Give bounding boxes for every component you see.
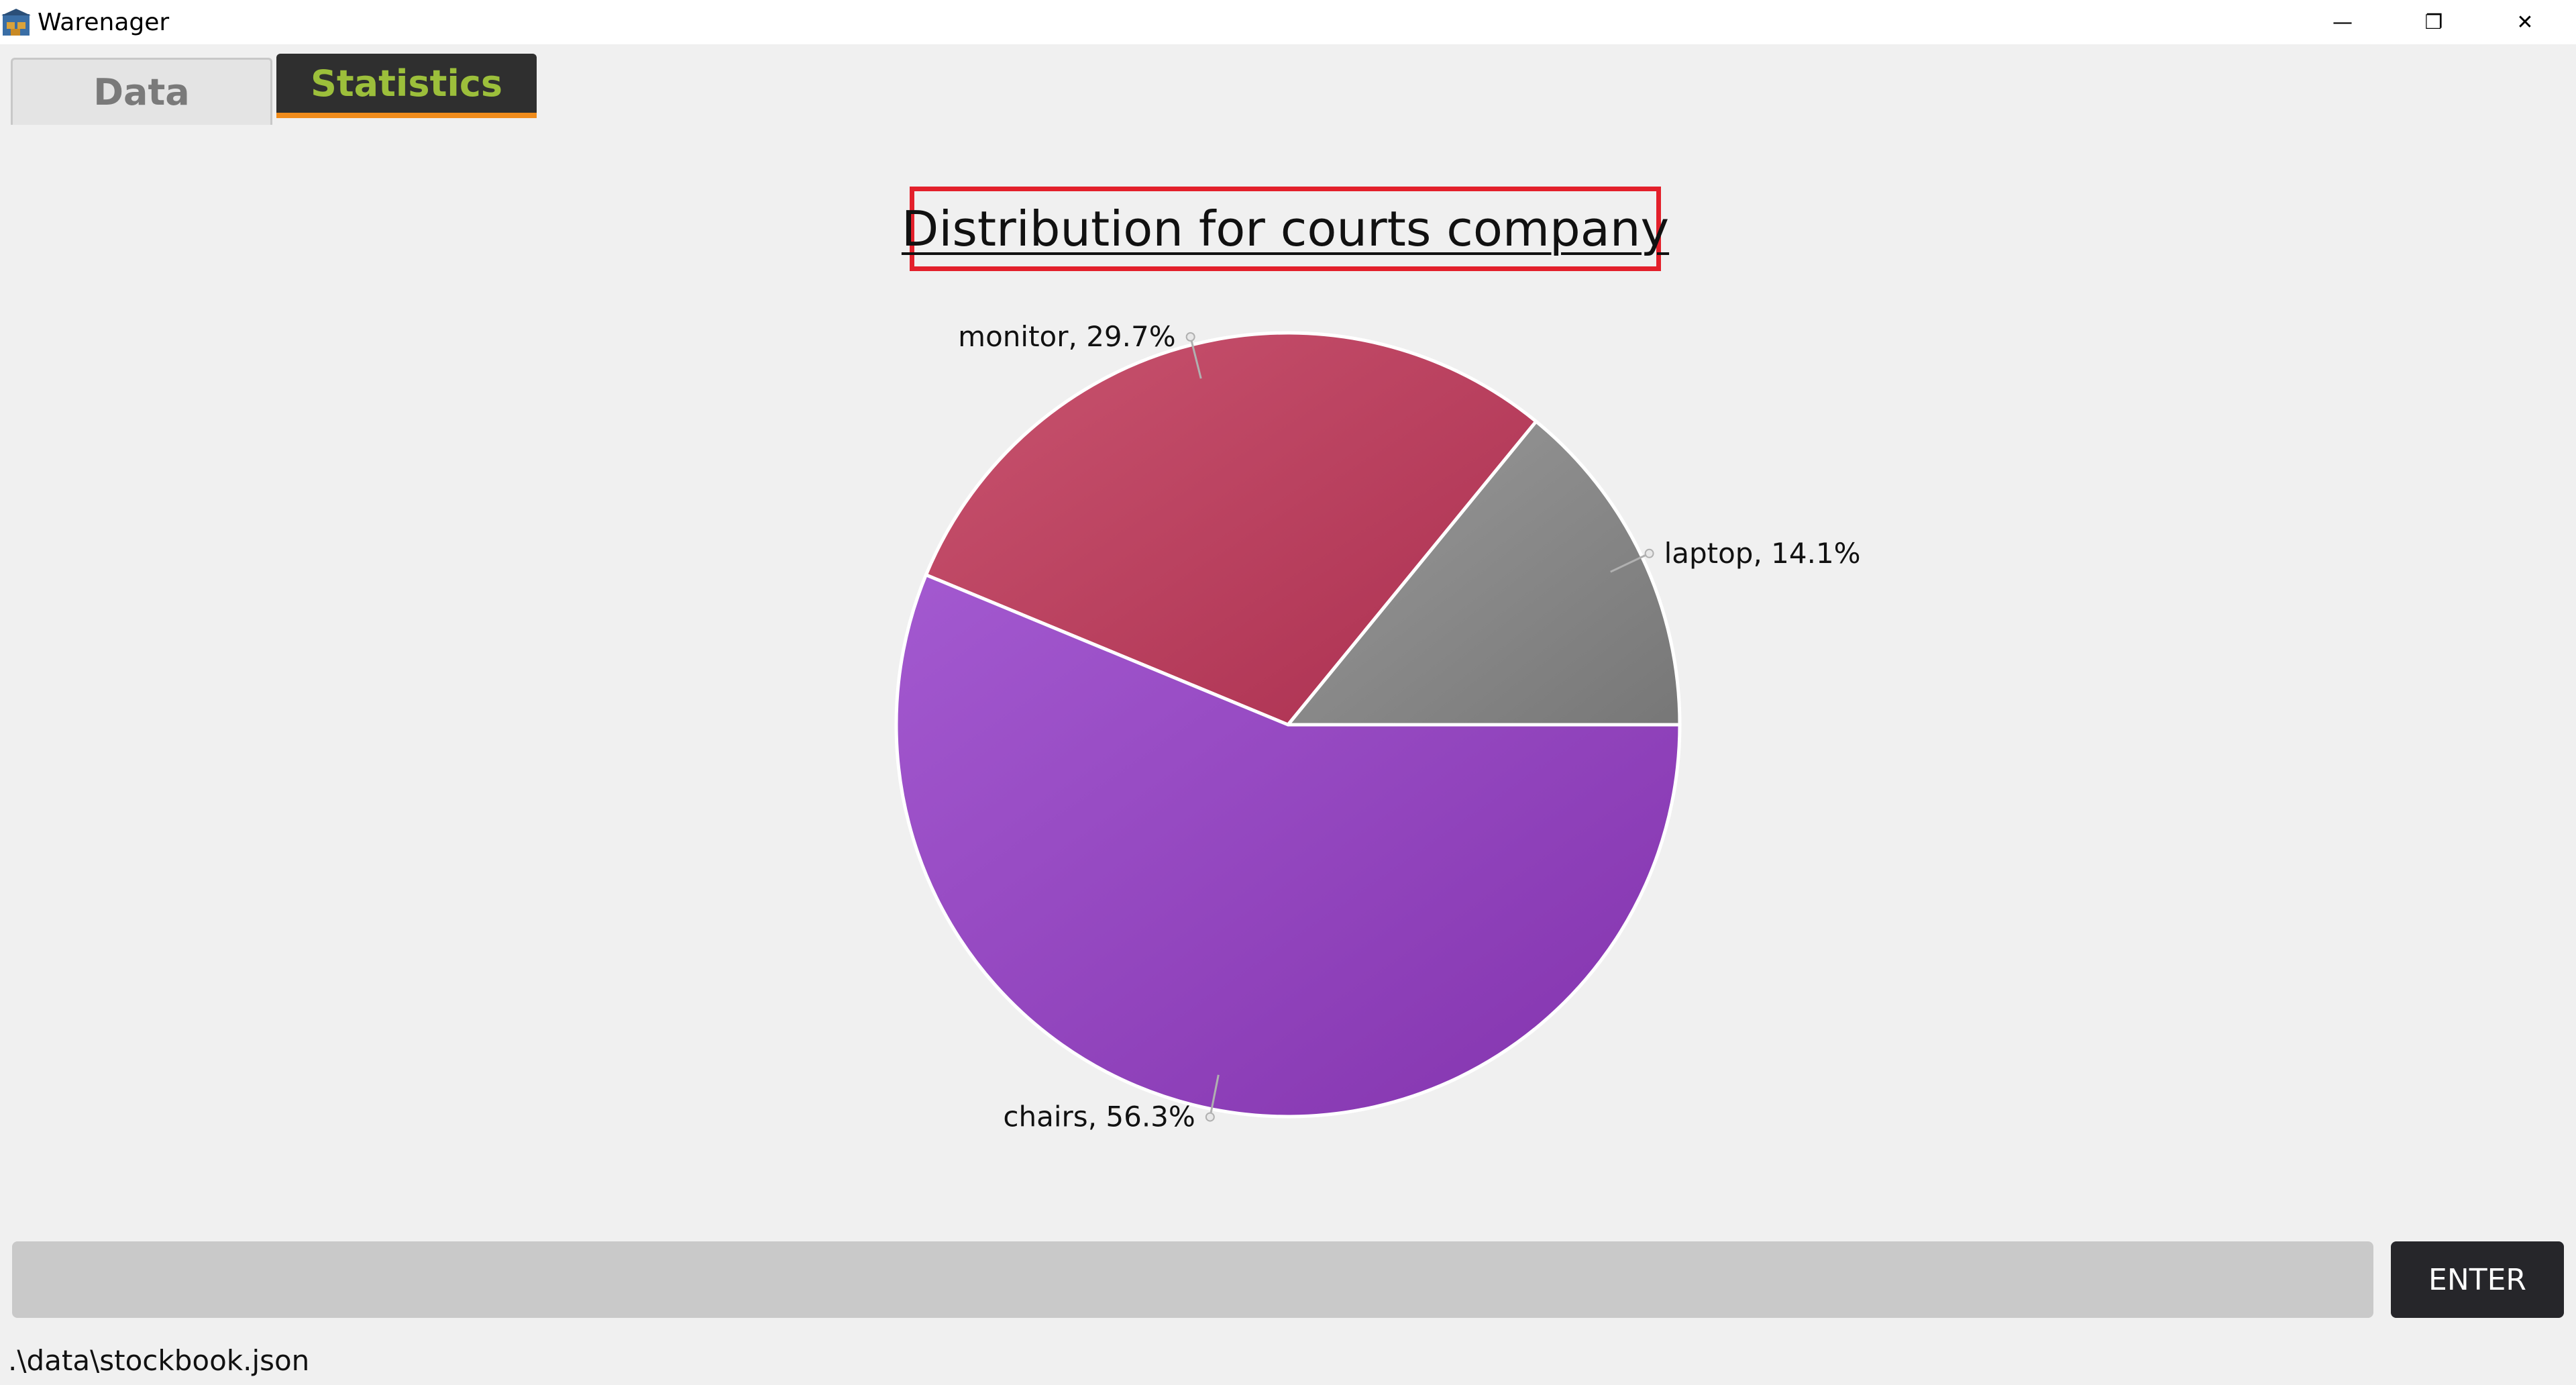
command-input[interactable] xyxy=(12,1241,2373,1318)
pie-label-chairs: chairs, 56.3% xyxy=(1003,1100,1195,1133)
warehouse-app-icon xyxy=(1,9,31,36)
pie-leader-line-monitor xyxy=(1189,336,1202,379)
chart-title-highlight: Distribution for courts company xyxy=(902,187,1669,271)
title-bar: Warenager — ❐ ✕ xyxy=(0,0,2576,44)
minimize-button[interactable]: — xyxy=(2332,10,2353,34)
pie-leader-dot-laptop xyxy=(1644,548,1654,558)
pie-label-laptop: laptop, 14.1% xyxy=(1664,537,1861,570)
window-title: Warenager xyxy=(38,9,170,36)
tab-statistics[interactable]: Statistics xyxy=(276,54,537,118)
pie-chart: laptop, 14.1% monitor, 29.7% chairs, 56.3% xyxy=(894,320,1861,1133)
tab-data[interactable]: Data xyxy=(11,58,272,125)
pie-leader-dot-monitor xyxy=(1185,331,1195,342)
chart-title: Distribution for courts company xyxy=(901,201,1670,257)
storage-file-path: .\data\stockbook.json xyxy=(8,1344,310,1377)
pie-leader-line-chairs xyxy=(1209,1074,1220,1117)
pie-label-monitor: monitor, 29.7% xyxy=(958,320,1175,353)
close-button[interactable]: ✕ xyxy=(2516,10,2534,34)
restore-button[interactable]: ❐ xyxy=(2424,10,2443,34)
tab-bar: Data Statistics xyxy=(0,44,2576,125)
enter-button[interactable]: ENTER xyxy=(2391,1241,2564,1318)
statistics-panel: Distribution for courts company laptop, … xyxy=(0,125,2576,1225)
pie-leader-line-laptop xyxy=(1610,552,1650,573)
pie-leader-dot-chairs xyxy=(1205,1112,1215,1122)
